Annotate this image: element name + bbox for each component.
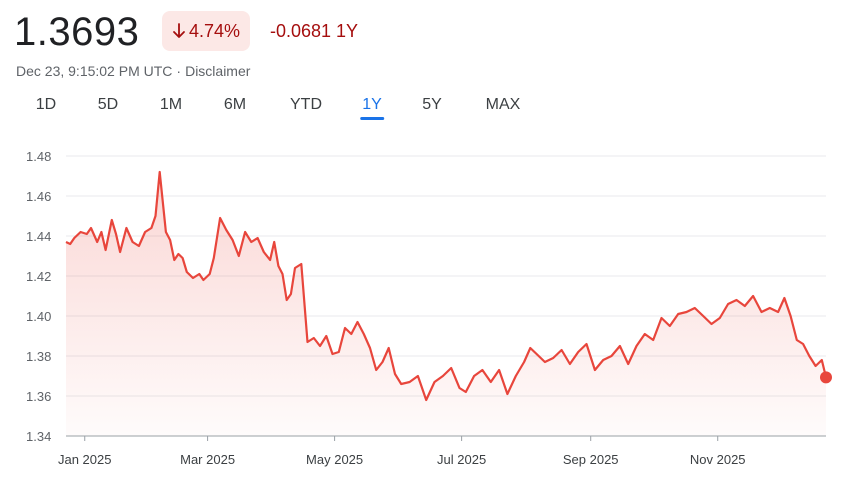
tab-1m[interactable]: 1M	[159, 96, 183, 113]
price-line	[65, 170, 828, 402]
current-price: 1.3693	[14, 10, 140, 54]
percent-change-value: 4.74%	[189, 21, 241, 41]
tab-5y[interactable]: 5Y	[422, 96, 442, 113]
tab-1d[interactable]: 1D	[35, 96, 57, 113]
x-tick-label: May 2025	[306, 452, 363, 467]
price-area-fill	[66, 172, 826, 436]
timestamp: Dec 23, 9:15:02 PM UTC	[16, 63, 173, 79]
tab-ytd[interactable]: YTD	[290, 96, 322, 113]
x-tick-label: Jan 2025	[58, 452, 112, 467]
x-tick-label: Jul 2025	[437, 452, 486, 467]
arrow-down-icon	[173, 23, 185, 38]
y-tick-label: 1.40	[26, 309, 51, 324]
x-tick-label: Mar 2025	[180, 452, 235, 467]
y-axis-labels: 1.34 1.36 1.38 1.40 1.42 1.44 1.46 1.48	[26, 149, 51, 444]
y-tick-label: 1.36	[26, 389, 51, 404]
timestamp-line: Dec 23, 9:15:02 PM UTC · Disclaimer	[16, 62, 250, 80]
tab-max[interactable]: MAX	[485, 96, 521, 113]
y-tick-label: 1.34	[26, 429, 51, 444]
x-axis-labels: Jan 2025 Mar 2025 May 2025 Jul 2025 Sep 2025…	[58, 436, 746, 467]
tab-6m[interactable]: 6M	[223, 96, 247, 113]
x-tick-label: Sep 2025	[563, 452, 619, 467]
y-tick-label: 1.46	[26, 189, 51, 204]
tab-5d[interactable]: 5D	[97, 96, 119, 113]
separator: ·	[176, 63, 182, 79]
y-tick-label: 1.42	[26, 269, 51, 284]
disclaimer-link[interactable]: Disclaimer	[185, 63, 251, 79]
y-tick-label: 1.44	[26, 229, 51, 244]
tab-1y[interactable]: 1Y	[360, 92, 384, 120]
x-tick-label: Nov 2025	[690, 452, 746, 467]
percent-change-badge: 4.74%	[162, 11, 251, 51]
price-chart[interactable]: 1.34 1.36 1.38 1.40 1.42 1.44 1.46 1.48 Jan 202…	[0, 130, 865, 480]
y-tick-label: 1.48	[26, 149, 51, 164]
current-price-marker	[820, 371, 832, 384]
time-range-tabs: 1D 5D 1M 6M YTD 1Y 5Y MAX	[0, 92, 865, 122]
y-tick-label: 1.38	[26, 349, 51, 364]
absolute-change: -0.0681 1Y	[270, 21, 359, 41]
